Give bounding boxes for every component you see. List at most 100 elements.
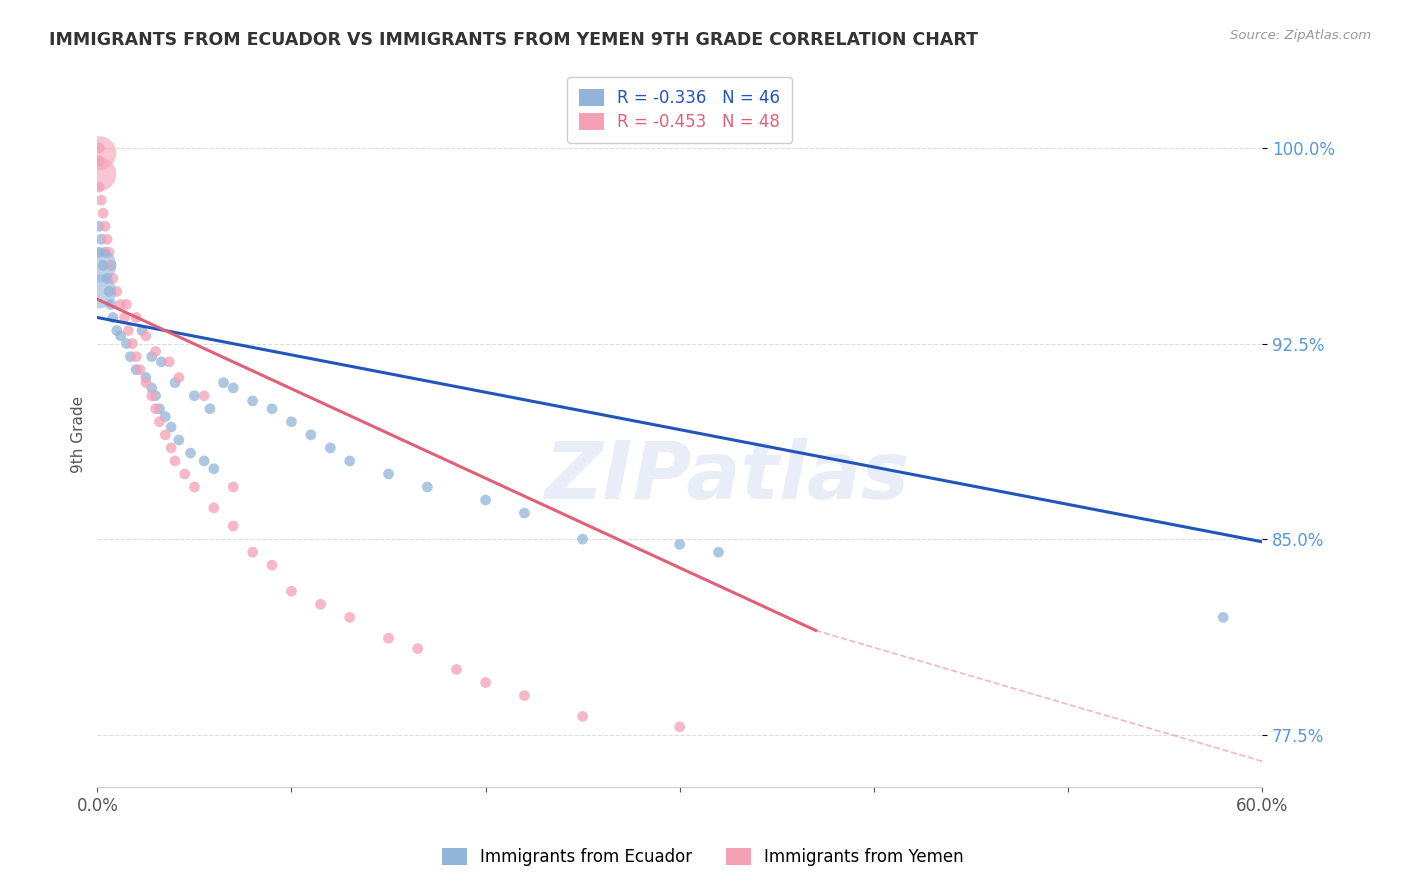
Point — [299, 427, 322, 442]
Point — [89, 141, 111, 155]
Point — [96, 232, 118, 246]
Point — [309, 597, 332, 611]
Point — [513, 689, 536, 703]
Point — [339, 454, 361, 468]
Point — [474, 675, 496, 690]
Point — [115, 336, 138, 351]
Point — [339, 610, 361, 624]
Point — [121, 336, 143, 351]
Point — [180, 446, 202, 460]
Point — [89, 146, 111, 161]
Point — [148, 415, 170, 429]
Point — [1212, 610, 1234, 624]
Text: ZIPatlas: ZIPatlas — [544, 438, 908, 516]
Point — [90, 232, 112, 246]
Point — [141, 350, 163, 364]
Point — [446, 663, 468, 677]
Point — [129, 362, 152, 376]
Point — [89, 285, 111, 299]
Point — [101, 310, 124, 325]
Point — [173, 467, 195, 481]
Point — [167, 370, 190, 384]
Point — [183, 389, 205, 403]
Point — [125, 310, 148, 325]
Point — [148, 401, 170, 416]
Point — [89, 180, 111, 194]
Point — [101, 271, 124, 285]
Point — [155, 427, 177, 442]
Point — [91, 258, 114, 272]
Point — [89, 219, 111, 234]
Point — [513, 506, 536, 520]
Point — [105, 324, 128, 338]
Point — [160, 441, 183, 455]
Point — [242, 393, 264, 408]
Point — [163, 454, 186, 468]
Point — [319, 441, 342, 455]
Y-axis label: 9th Grade: 9th Grade — [72, 396, 86, 474]
Point — [668, 537, 690, 551]
Point — [105, 285, 128, 299]
Point — [89, 167, 111, 181]
Point — [198, 401, 221, 416]
Point — [94, 219, 117, 234]
Point — [94, 245, 117, 260]
Point — [416, 480, 439, 494]
Point — [222, 480, 245, 494]
Point — [110, 297, 132, 311]
Point — [222, 519, 245, 533]
Point — [135, 376, 157, 390]
Point — [193, 389, 215, 403]
Point — [222, 381, 245, 395]
Point — [96, 271, 118, 285]
Point — [707, 545, 730, 559]
Legend: Immigrants from Ecuador, Immigrants from Yemen: Immigrants from Ecuador, Immigrants from… — [434, 840, 972, 875]
Point — [183, 480, 205, 494]
Point — [280, 584, 302, 599]
Point — [202, 461, 225, 475]
Point — [145, 401, 167, 416]
Point — [571, 709, 593, 723]
Point — [89, 245, 111, 260]
Legend: R = -0.336   N = 46, R = -0.453   N = 48: R = -0.336 N = 46, R = -0.453 N = 48 — [568, 77, 792, 143]
Point — [135, 370, 157, 384]
Point — [242, 545, 264, 559]
Point — [145, 344, 167, 359]
Point — [120, 350, 142, 364]
Point — [114, 310, 136, 325]
Point — [100, 297, 122, 311]
Text: IMMIGRANTS FROM ECUADOR VS IMMIGRANTS FROM YEMEN 9TH GRADE CORRELATION CHART: IMMIGRANTS FROM ECUADOR VS IMMIGRANTS FR… — [49, 31, 979, 49]
Point — [571, 532, 593, 546]
Point — [167, 433, 190, 447]
Point — [117, 324, 139, 338]
Point — [125, 362, 148, 376]
Point — [406, 641, 429, 656]
Point — [157, 355, 180, 369]
Point — [474, 493, 496, 508]
Point — [160, 420, 183, 434]
Point — [377, 467, 399, 481]
Point — [89, 154, 111, 169]
Text: Source: ZipAtlas.com: Source: ZipAtlas.com — [1230, 29, 1371, 42]
Point — [163, 376, 186, 390]
Point — [155, 409, 177, 424]
Point — [131, 324, 153, 338]
Point — [89, 258, 111, 272]
Point — [91, 206, 114, 220]
Point — [212, 376, 235, 390]
Point — [193, 454, 215, 468]
Point — [115, 297, 138, 311]
Point — [98, 285, 121, 299]
Point — [260, 401, 283, 416]
Point — [150, 355, 173, 369]
Point — [100, 258, 122, 272]
Point — [110, 328, 132, 343]
Point — [260, 558, 283, 573]
Point — [668, 720, 690, 734]
Point — [90, 193, 112, 207]
Point — [145, 389, 167, 403]
Point — [280, 415, 302, 429]
Point — [125, 350, 148, 364]
Point — [202, 500, 225, 515]
Point — [141, 389, 163, 403]
